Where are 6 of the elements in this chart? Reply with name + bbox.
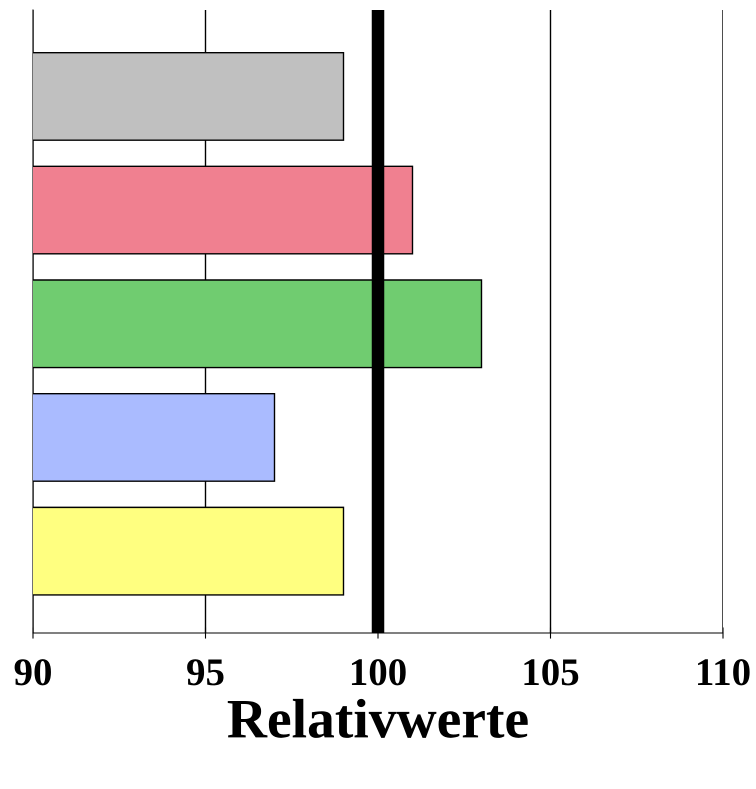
x-axis-title: Relativwerte bbox=[228, 698, 528, 738]
x-tick-label: 105 bbox=[524, 659, 578, 686]
x-tick-label: 90 bbox=[14, 659, 51, 686]
x-tick-label: 100 bbox=[352, 659, 406, 686]
x-tick-label: 95 bbox=[187, 659, 224, 686]
x-tick-label: 110 bbox=[698, 659, 750, 686]
